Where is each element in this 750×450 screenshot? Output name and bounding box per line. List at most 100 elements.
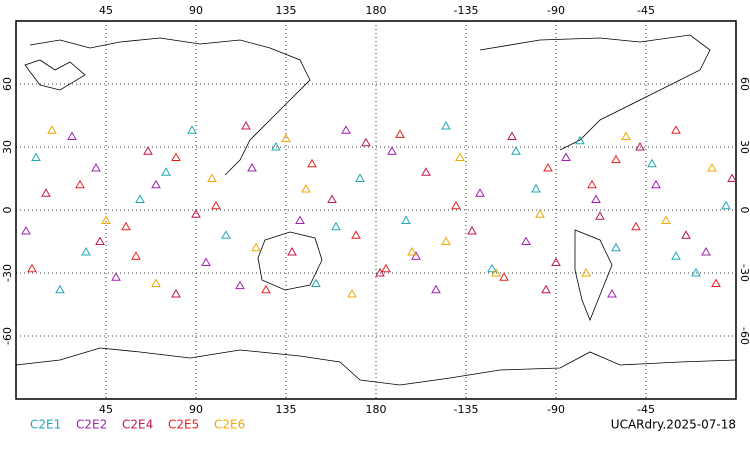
observation-marker xyxy=(21,225,31,235)
observation-marker xyxy=(511,146,521,155)
y-tick-label-right: -30 xyxy=(738,264,750,282)
observation-marker xyxy=(191,209,201,218)
observation-marker xyxy=(81,246,91,256)
observation-marker xyxy=(281,133,291,143)
observation-marker xyxy=(271,141,281,151)
observation-marker xyxy=(575,135,585,145)
observation-marker xyxy=(151,179,161,189)
y-tick-label: 60 xyxy=(1,77,14,91)
observation-marker xyxy=(607,288,617,298)
legend-entry: C2E1 xyxy=(30,418,61,432)
observation-marker xyxy=(475,188,485,197)
observation-marker xyxy=(455,152,465,161)
observation-marker xyxy=(411,251,421,260)
observation-marker xyxy=(661,215,671,224)
observation-marker xyxy=(221,230,231,239)
observation-marker xyxy=(135,194,145,203)
observation-marker xyxy=(441,120,451,130)
x-tick-label-top: 180 xyxy=(366,4,387,17)
observation-marker xyxy=(207,173,217,182)
observation-marker xyxy=(381,263,391,273)
observation-marker xyxy=(691,267,701,277)
observation-marker xyxy=(161,167,171,176)
observation-marker xyxy=(47,125,57,134)
observation-marker xyxy=(681,230,691,239)
observation-marker xyxy=(551,257,561,266)
legend-entry: C2E5 xyxy=(168,418,199,432)
observation-marker xyxy=(421,167,431,176)
observation-marker xyxy=(261,284,271,294)
observation-marker xyxy=(375,267,385,277)
observation-marker xyxy=(31,152,41,161)
observation-marker xyxy=(431,284,441,294)
y-tick-label: 0 xyxy=(1,207,14,214)
y-tick-label-right: -60 xyxy=(738,327,750,345)
observation-marker xyxy=(707,162,717,172)
observation-marker xyxy=(27,263,37,273)
y-tick-label-right: 30 xyxy=(738,140,750,154)
x-tick-label-top: -90 xyxy=(547,4,565,17)
x-tick-label-top: -135 xyxy=(454,4,479,17)
observation-marker xyxy=(395,129,405,138)
observation-marker xyxy=(701,246,711,256)
observation-marker xyxy=(721,200,731,210)
observation-marker xyxy=(287,246,297,256)
observation-marker xyxy=(171,152,181,161)
x-tick-label: 45 xyxy=(99,403,113,416)
x-tick-label-top: -45 xyxy=(637,4,655,17)
observation-marker xyxy=(499,272,509,281)
observation-marker xyxy=(75,179,85,189)
observation-marker xyxy=(631,221,641,231)
observation-marker xyxy=(611,154,621,164)
x-tick-label: -90 xyxy=(547,403,565,416)
legend-entry: C2E2 xyxy=(76,418,107,432)
observation-marker xyxy=(671,251,681,260)
y-tick-label-right: 0 xyxy=(738,207,750,214)
x-tick-label-top: 45 xyxy=(99,4,113,17)
observation-marker xyxy=(541,284,551,294)
observation-marker xyxy=(521,236,531,245)
observation-marker xyxy=(507,131,517,140)
x-tick-label-top: 90 xyxy=(189,4,203,17)
observation-marker xyxy=(251,242,261,252)
observation-marker xyxy=(491,267,501,277)
observation-marker xyxy=(187,125,197,134)
observation-marker xyxy=(535,209,545,218)
observation-marker xyxy=(307,158,317,168)
legend-entry: C2E4 xyxy=(122,418,153,432)
observation-marker xyxy=(711,278,721,287)
coastline xyxy=(24,59,86,91)
observation-marker xyxy=(611,242,621,252)
legend-entry: C2E6 xyxy=(214,418,245,432)
observation-marker xyxy=(91,162,101,172)
observation-marker xyxy=(241,120,251,130)
coastline xyxy=(479,34,711,151)
observation-marker xyxy=(131,251,141,260)
observation-marker xyxy=(67,131,77,140)
observation-marker xyxy=(55,284,65,294)
observation-marker xyxy=(407,246,417,256)
y-tick-label: -60 xyxy=(1,327,14,345)
observation-marker xyxy=(387,146,397,155)
annotation: UCARdry.2025-07-18 xyxy=(611,418,736,432)
x-tick-label: 180 xyxy=(366,403,387,416)
coastline xyxy=(257,231,323,291)
observation-marker xyxy=(467,225,477,235)
observation-marker xyxy=(341,125,351,134)
observation-marker xyxy=(95,236,105,245)
observation-marker xyxy=(201,257,211,266)
observation-marker xyxy=(647,158,657,168)
observation-marker xyxy=(591,194,601,203)
observation-marker xyxy=(355,173,365,182)
observation-marker xyxy=(41,188,51,197)
x-tick-label: -135 xyxy=(454,403,479,416)
observation-marker xyxy=(111,272,121,281)
observation-marker xyxy=(143,146,153,155)
x-tick-label: 90 xyxy=(189,403,203,416)
observation-marker xyxy=(101,215,111,224)
x-tick-label: 135 xyxy=(276,403,297,416)
observation-marker xyxy=(295,215,305,224)
x-tick-label-top: 135 xyxy=(276,4,297,17)
observation-marker xyxy=(311,278,321,287)
